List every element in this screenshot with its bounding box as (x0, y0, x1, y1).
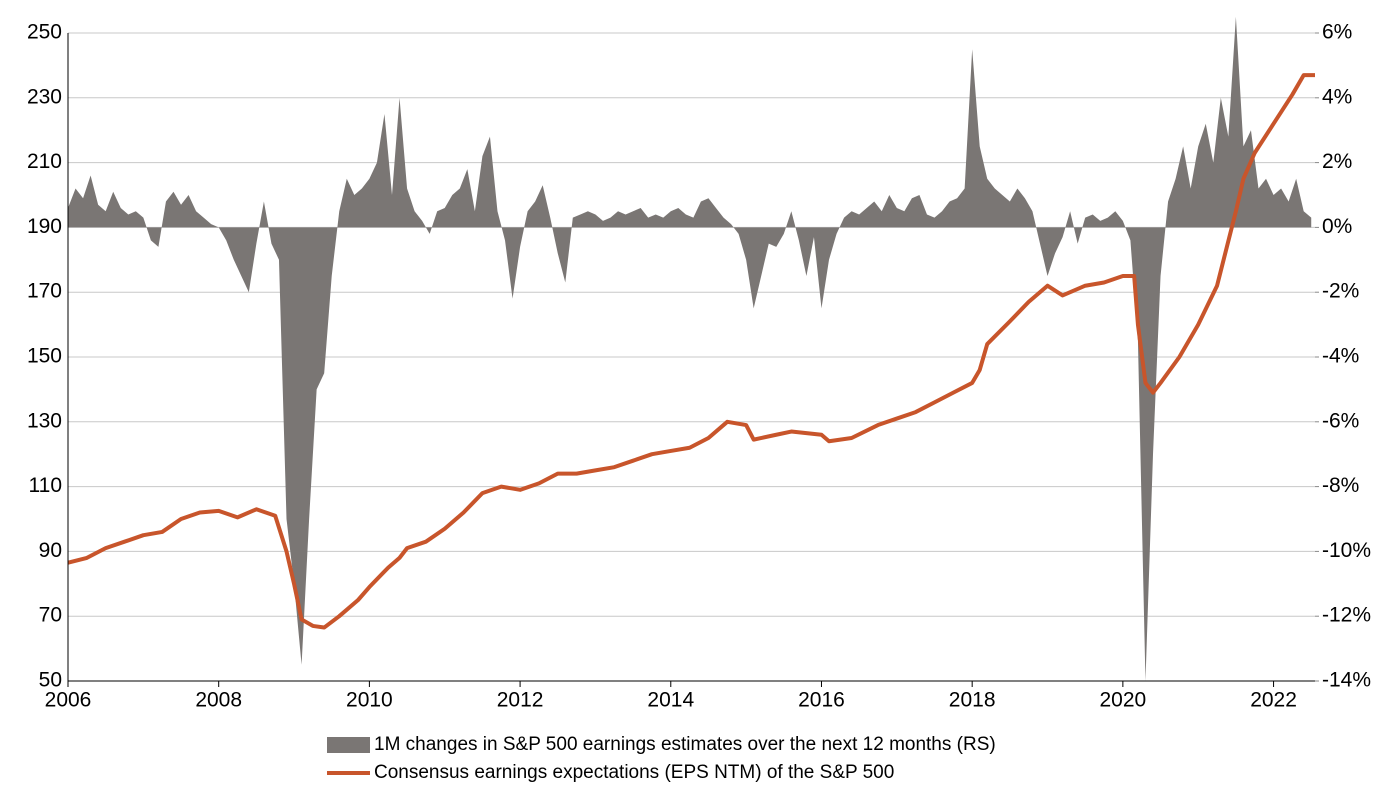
y2-tick-label: 6% (1322, 21, 1352, 44)
x-tick-label: 2016 (798, 689, 845, 712)
y-tick-label: 170 (27, 280, 62, 303)
y-tick-label: 250 (27, 21, 62, 44)
y-tick-label: 230 (27, 85, 62, 108)
y2-tick-label: 4% (1322, 85, 1352, 108)
y-tick-label: 50 (39, 669, 62, 692)
y-tick-label: 70 (39, 604, 62, 627)
y2-tick-label: -6% (1322, 409, 1359, 432)
y2-tick-label: 2% (1322, 150, 1352, 173)
x-tick-label: 2010 (346, 689, 393, 712)
legend-label: 1M changes in S&P 500 earnings estimates… (374, 734, 996, 755)
y-tick-label: 210 (27, 150, 62, 173)
y2-tick-label: 0% (1322, 215, 1352, 238)
y-tick-label: 150 (27, 345, 62, 368)
y2-tick-label: -12% (1322, 604, 1371, 627)
y2-tick-label: -14% (1322, 669, 1371, 692)
x-tick-label: 2012 (497, 689, 544, 712)
legend-swatch (327, 737, 370, 753)
area (68, 16, 1312, 682)
x-tick-label: 2022 (1250, 689, 1297, 712)
y-tick-label: 130 (27, 409, 62, 432)
line (67, 73, 1315, 630)
y2-tick-label: -8% (1322, 474, 1359, 497)
y-tick-label: 190 (27, 215, 62, 238)
x-tick-label: 2014 (647, 689, 694, 712)
x-tick-label: 2018 (949, 689, 996, 712)
x-tick-label: 2008 (195, 689, 242, 712)
y-tick-label: 110 (29, 474, 62, 497)
x-tick-label: 2006 (45, 689, 92, 712)
x-tick-label: 2020 (1100, 689, 1147, 712)
y2-tick-label: -2% (1322, 280, 1359, 303)
y2-tick-label: -4% (1322, 345, 1359, 368)
legend-label: Consensus earnings expectations (EPS NTM… (374, 762, 894, 783)
y-tick-label: 90 (39, 539, 62, 562)
y2-tick-label: -10% (1322, 539, 1371, 562)
